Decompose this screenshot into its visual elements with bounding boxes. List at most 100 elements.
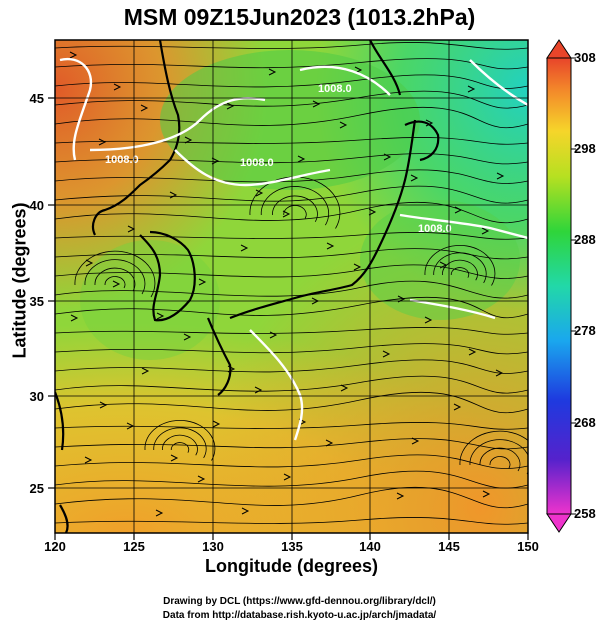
streamline <box>55 90 528 109</box>
drawing-credit: Drawing by DCL (https://www.gfd-dennou.o… <box>163 596 436 607</box>
streamline <box>183 333 192 341</box>
streamline <box>84 259 146 295</box>
streamline <box>269 331 278 339</box>
streamline <box>489 456 511 469</box>
contour-label: 1008.0 <box>105 154 139 166</box>
x-tick-label: 145 <box>438 539 460 554</box>
streamline <box>255 189 264 197</box>
streamline <box>55 327 528 335</box>
x-tick-label: 150 <box>517 539 539 554</box>
map-title: MSM 09Z15Jun2023 (1013.2hPa) <box>123 4 476 30</box>
streamline <box>439 261 448 269</box>
streamline <box>325 439 334 447</box>
streamline <box>424 245 496 286</box>
streamline <box>55 454 528 469</box>
streamline <box>442 259 478 281</box>
streamline <box>55 169 528 184</box>
streamline <box>155 509 164 517</box>
streamline <box>241 507 250 515</box>
y-tick-label: 25 <box>30 481 44 496</box>
streamline <box>55 42 528 50</box>
streamline <box>211 157 220 165</box>
streamline <box>282 210 291 218</box>
streamline <box>104 276 126 289</box>
streamline <box>55 375 528 394</box>
data-credit: Data from http://database.rish.kyoto-u.a… <box>162 610 437 621</box>
streamline <box>240 244 249 252</box>
streamline <box>468 348 477 356</box>
y-tick-label: 40 <box>30 198 44 213</box>
streamline <box>326 242 335 250</box>
colorbar-tick-label: 278 <box>574 323 596 338</box>
streamline <box>272 195 318 222</box>
streamline <box>410 174 419 182</box>
streamline <box>70 314 79 322</box>
streamline <box>454 206 463 214</box>
streamline <box>113 83 122 91</box>
streamline <box>368 208 377 216</box>
streamline <box>469 439 528 475</box>
streamline <box>84 456 93 464</box>
streamline <box>55 153 528 165</box>
streamline <box>382 350 391 358</box>
streamline <box>55 343 528 355</box>
streamline <box>481 227 490 235</box>
y-axis-title: Latitude (degrees) <box>9 202 30 359</box>
x-tick-label: 130 <box>202 539 224 554</box>
streamline <box>170 442 190 453</box>
streamline <box>184 136 193 144</box>
streamline <box>283 205 307 219</box>
streamline <box>55 280 528 299</box>
streamline <box>340 384 349 392</box>
streamline <box>144 420 216 461</box>
streamline <box>249 176 341 229</box>
streamline <box>55 438 528 450</box>
streamline <box>312 100 321 108</box>
streamline <box>459 430 528 466</box>
colorbar-tick-label: 258 <box>574 506 596 521</box>
streamline <box>74 250 156 298</box>
colorbar-tick-label: 288 <box>574 232 596 247</box>
streamline <box>424 316 433 324</box>
streamline <box>450 267 470 278</box>
streamline <box>85 259 94 267</box>
streamline <box>55 74 528 89</box>
streamline <box>453 403 462 411</box>
streamline <box>479 447 521 472</box>
x-tick-labels: 120 125 130 135 140 145 150 <box>44 539 539 554</box>
streamline <box>212 420 221 428</box>
streamline <box>396 492 405 500</box>
contour-label: 1008.0 <box>418 223 452 235</box>
streamline <box>467 85 476 93</box>
axis-ticks <box>48 97 529 540</box>
x-axis-title: Longitude (degrees) <box>204 556 378 576</box>
streamline <box>156 312 165 320</box>
streamline <box>55 517 528 525</box>
streamline <box>55 58 528 70</box>
streamline <box>55 185 528 204</box>
streamline <box>140 104 149 112</box>
x-tick-label: 140 <box>359 539 381 554</box>
streamline <box>55 486 528 509</box>
contour-label: 1008.0 <box>240 157 274 169</box>
streamline <box>254 386 263 394</box>
streamline <box>69 51 78 59</box>
streamline <box>55 106 528 129</box>
streamline <box>433 252 487 284</box>
colorbar-tick-label: 268 <box>574 415 596 430</box>
streamline <box>55 137 528 145</box>
streamline <box>268 68 277 76</box>
x-tick-label: 125 <box>123 539 145 554</box>
colorbar-tick-label: 298 <box>574 141 596 156</box>
isobar-contours <box>59 57 528 441</box>
streamline <box>112 280 121 288</box>
streamline <box>55 470 528 489</box>
streamline <box>482 490 491 498</box>
colorbar-tick-label: 308 <box>574 50 596 65</box>
streamline <box>383 153 392 161</box>
y-tick-label: 45 <box>30 91 44 106</box>
y-tick-labels: 25 30 35 40 45 <box>30 91 44 496</box>
streamline <box>55 201 528 224</box>
streamline <box>141 367 150 375</box>
streamline <box>283 473 292 481</box>
